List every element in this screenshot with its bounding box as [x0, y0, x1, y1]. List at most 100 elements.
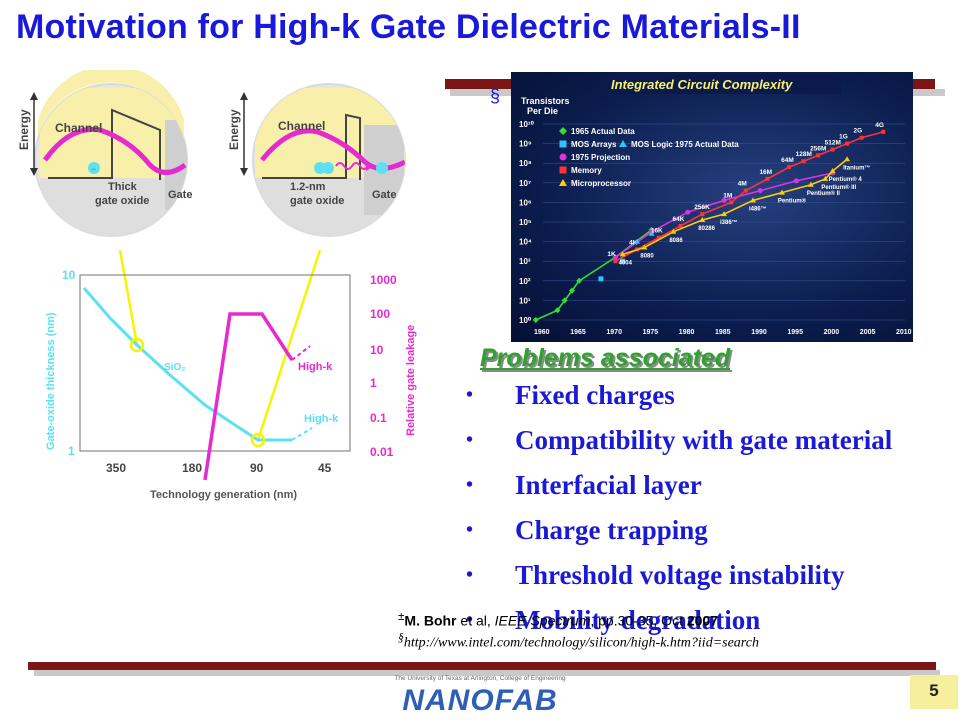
ic-y-tick: 10¹: [519, 296, 531, 305]
point-mos-arrays: [620, 258, 626, 264]
point-mos-logic: [634, 238, 641, 244]
problem-text: Fixed charges: [515, 380, 675, 410]
point-memory: [830, 147, 835, 152]
x-axis-label: Technology generation (nm): [150, 489, 297, 501]
bullet-icon: •: [466, 564, 474, 586]
ic-x-tick: 1980: [679, 329, 695, 336]
memory-label: 256M: [810, 145, 826, 152]
x-tick: 45: [318, 461, 332, 475]
bottom-divider: [28, 662, 936, 670]
point-microprocessor: [844, 156, 851, 162]
point-memory: [700, 212, 705, 217]
ic-x-tick: 2005: [860, 329, 876, 336]
memory-label: 1G: [839, 134, 848, 141]
point-memory: [787, 165, 792, 170]
legend-marker-icon: [559, 127, 567, 135]
point-1975-projection: [721, 197, 727, 203]
y-left-tick: 10: [62, 268, 76, 282]
cpu-label: 8086: [669, 238, 683, 244]
ic-x-tick: 1990: [751, 329, 767, 336]
memory-label: 16K: [651, 228, 663, 235]
point-microprocessor: [641, 244, 648, 250]
legend-marker-icon: [559, 179, 567, 186]
point-memory: [729, 200, 734, 205]
point-memory: [765, 176, 770, 181]
point-microprocessor: [807, 181, 814, 187]
legend-label: 1965 Actual Data: [571, 127, 635, 136]
problem-text: Threshold voltage instability: [515, 560, 845, 590]
connector-line-left: [118, 249, 139, 346]
problem-text: Mobility degradation: [515, 605, 761, 635]
point-memory: [678, 223, 683, 228]
point-microprocessor: [721, 211, 727, 217]
point-memory: [801, 159, 806, 164]
legend-label: Microprocessor: [571, 179, 631, 188]
ic-complexity-svg: Integrated Circuit Complexity Transistor…: [519, 74, 912, 336]
y-right-tick: 10: [370, 343, 384, 357]
logo-tagline: The University of Texas at Arlington, Co…: [394, 675, 566, 682]
legend-marker-icon: [559, 153, 567, 161]
logo-text: NANOFAB: [402, 684, 557, 716]
ic-complexity-chart: Integrated Circuit Complexity Transistor…: [511, 72, 913, 342]
problem-text: Charge trapping: [515, 515, 708, 545]
cpu-label: 80286: [698, 226, 715, 232]
reference-bohr: ±M. Bohr et al, IEEE Spectrum, pp.30-35,…: [398, 610, 719, 629]
highk-thickness-dash: [291, 427, 313, 441]
point-1975-projection: [793, 178, 799, 184]
point-microprocessor: [699, 217, 706, 223]
point-microprocessor: [778, 189, 785, 195]
memory-label: 64M: [781, 157, 794, 164]
ic-title-banner: [601, 74, 841, 94]
point-memory: [743, 188, 748, 193]
problem-text: Compatibility with gate material: [515, 425, 893, 455]
cpu-label: Pentium® 4: [829, 176, 863, 183]
x-tick: 350: [106, 461, 126, 475]
nanofab-logo: The University of Texas at Arlington, Co…: [394, 675, 566, 716]
ic-x-tick: 1965: [570, 329, 586, 336]
memory-label: 2G: [854, 128, 863, 135]
memory-label: 4M: [738, 181, 747, 188]
y-right-label: Relative gate leakage: [405, 325, 417, 436]
memory-label: 16M: [759, 169, 772, 176]
point-microprocessor: [829, 168, 836, 174]
legend-marker-icon: [619, 140, 627, 147]
panel-thick-oxide: − Energy Channel Thick gate oxide Gate: [17, 70, 192, 237]
ic-y-tick: 10⁴: [519, 238, 532, 247]
energy-label-right: Energy: [227, 109, 241, 150]
sio2-label: SiO₂: [164, 362, 186, 373]
cpu-label: Pentium® III: [821, 184, 856, 191]
y-right-tick: 0.01: [370, 445, 394, 459]
marker-90: [250, 432, 266, 448]
ic-title: Integrated Circuit Complexity: [611, 77, 793, 92]
point-microprocessor: [619, 251, 626, 257]
ic-y-label-1: Transistors: [521, 96, 570, 106]
channel-label-right: Channel: [278, 119, 325, 133]
y-right-tick: 0.1: [370, 411, 387, 425]
highk-leakage-label: High-k: [298, 361, 333, 373]
point-memory: [656, 235, 661, 240]
ic-x-tick: 1995: [787, 329, 803, 336]
oxide-label-left-2: gate oxide: [95, 195, 149, 207]
legend-marker-icon: [559, 166, 567, 174]
section-mark: §: [490, 86, 501, 106]
y-right-tick: 1: [370, 376, 377, 390]
bullet-icon: •: [466, 474, 474, 496]
legend-marker-icon: [559, 140, 567, 148]
page-number: 5: [929, 681, 939, 700]
page-title: Motivation for High-k Gate Dielectric Ma…: [16, 8, 801, 46]
ic-legend: 1965 Actual Data MOS Arrays MOS Logic 1975…: [559, 127, 739, 188]
ic-x-tick: 1960: [534, 329, 550, 336]
point-1965-actual: [568, 287, 575, 294]
point-1965-actual: [561, 297, 568, 304]
energy-label-left: Energy: [17, 109, 31, 150]
y-left-label: Gate-oxide thickness (nm): [45, 312, 57, 450]
legend-label: 1975 Projection: [571, 153, 630, 162]
bullet-icon: •: [466, 519, 474, 541]
point-mos-arrays: [598, 276, 604, 282]
cpu-label: 4004: [619, 260, 633, 266]
reference-intel-url[interactable]: §http://www.intel.com/technology/silicon…: [398, 631, 759, 651]
x-tick: 180: [182, 461, 202, 475]
point-memory: [881, 129, 886, 134]
